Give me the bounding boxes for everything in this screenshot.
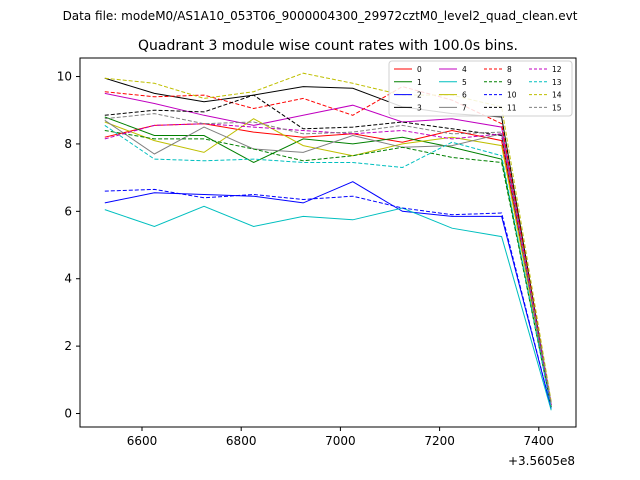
- x-tick-label: 7000: [325, 434, 356, 448]
- legend-label-12: 12: [552, 65, 562, 74]
- legend-label-0: 0: [417, 65, 422, 74]
- plot-area-frame: [79, 57, 577, 428]
- series-line-5: [104, 205, 552, 411]
- series-line-1: [104, 116, 552, 407]
- legend-label-1: 1: [417, 78, 422, 87]
- series-line-0: [104, 123, 552, 406]
- x-tick-label: 6600: [127, 434, 158, 448]
- y-tick-label: 10: [57, 70, 72, 84]
- legend-label-8: 8: [507, 65, 512, 74]
- series-line-3: [104, 77, 552, 406]
- legend-label-4: 4: [462, 65, 467, 74]
- series-line-11: [104, 94, 552, 404]
- series-line-9: [104, 130, 552, 407]
- series-line-6: [104, 118, 552, 406]
- data-file-label: Data file: modeM0/AS1A10_053T06_90000043…: [63, 9, 578, 23]
- legend-label-5: 5: [462, 78, 467, 87]
- legend-label-7: 7: [462, 103, 467, 112]
- y-tick-label: 6: [64, 204, 72, 218]
- legend-label-15: 15: [552, 103, 562, 112]
- series-line-8: [104, 86, 552, 404]
- x-tick-label: 7400: [524, 434, 555, 448]
- legend-label-9: 9: [507, 78, 512, 87]
- plot-lines: [104, 72, 552, 411]
- legend-label-14: 14: [552, 91, 562, 100]
- x-tick-label: 7200: [424, 434, 455, 448]
- x-offset-label: +3.5605e8: [508, 454, 575, 468]
- series-line-4: [104, 92, 552, 406]
- y-tick-label: 2: [64, 339, 72, 353]
- series-line-14: [104, 72, 552, 402]
- series-line-2: [104, 181, 552, 409]
- legend-label-6: 6: [462, 91, 467, 100]
- legend-label-10: 10: [507, 91, 517, 100]
- y-tick-label: 4: [64, 272, 72, 286]
- legend-box: [388, 60, 573, 117]
- series-line-13: [104, 124, 552, 409]
- y-tick-label: 8: [64, 137, 72, 151]
- x-tick-label: 6800: [226, 434, 257, 448]
- series-line-15: [104, 113, 552, 404]
- legend-label-3: 3: [417, 103, 422, 112]
- y-tick-label: 0: [64, 407, 72, 421]
- legend-label-2: 2: [417, 91, 422, 100]
- x-axis: 6600 6800 7000 7200 7400: [127, 427, 554, 448]
- series-line-12: [104, 123, 552, 406]
- chart-title: Quadrant 3 module wise count rates with …: [138, 38, 518, 54]
- series-line-7: [104, 119, 552, 407]
- y-axis: 0 2 4 6 8 10: [57, 70, 80, 421]
- legend-label-11: 11: [507, 103, 517, 112]
- series-line-10: [104, 188, 552, 409]
- legend-label-13: 13: [552, 78, 562, 87]
